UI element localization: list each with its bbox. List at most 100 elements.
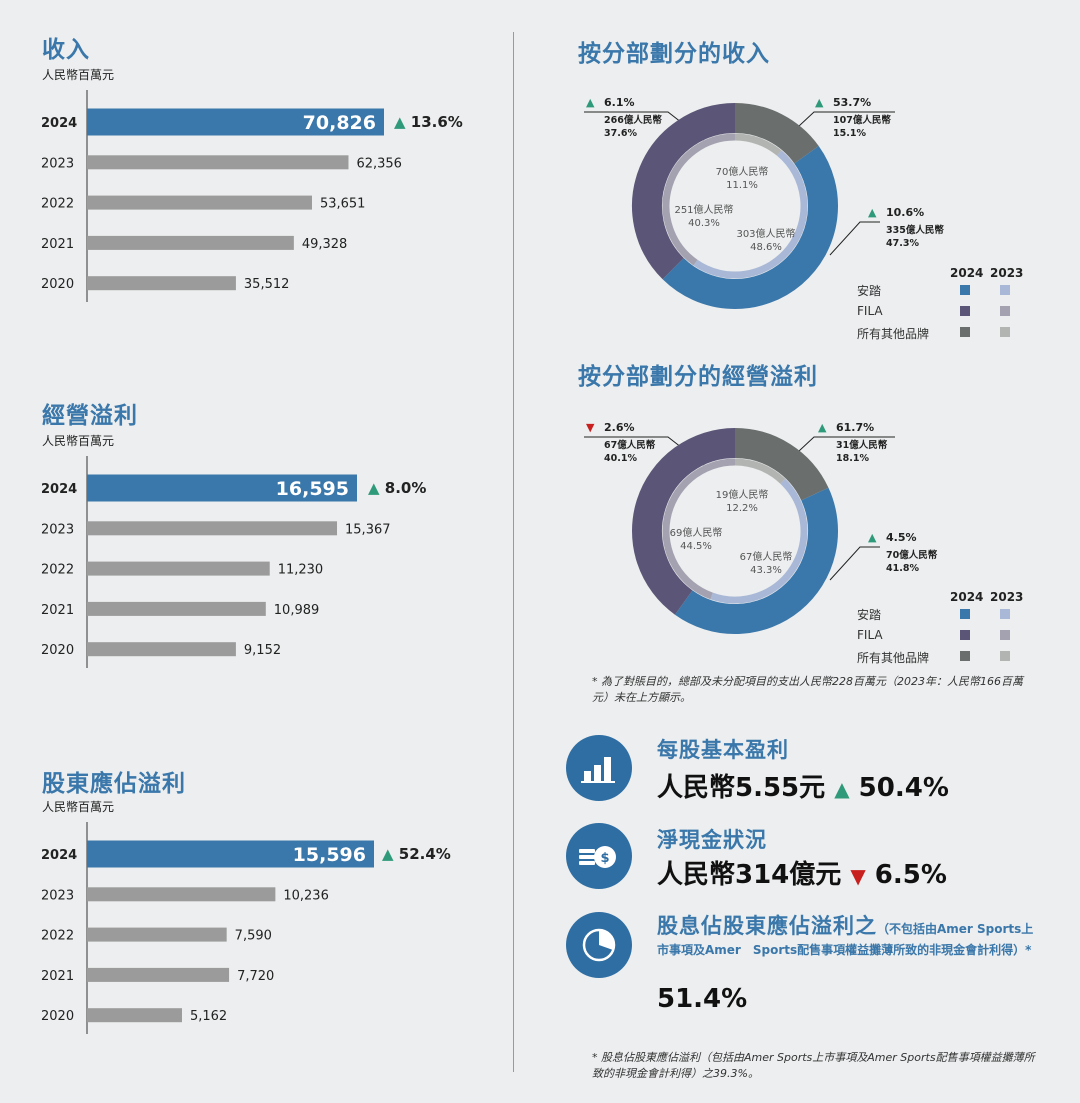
category-label: 2023 <box>41 156 74 171</box>
seg-profit-anta-change: 4.5% <box>886 531 917 544</box>
up-arrow-icon: ▲ <box>818 421 827 434</box>
swatch-anta-2023 <box>1000 285 1010 295</box>
seg-rev-inner-other-share: 11.1% <box>726 180 758 191</box>
data-label: 10,236 <box>283 888 329 903</box>
bar-2020 <box>87 1008 182 1023</box>
seg-profit-donut: ▼ 2.6% 67億人民幣 40.1% ▲ 61.7% 31億人民幣 18.1%… <box>584 421 938 634</box>
data-label: 5,162 <box>190 1009 227 1024</box>
category-label: 2020 <box>41 643 74 658</box>
bar-2024 <box>87 840 374 868</box>
category-label: 2020 <box>41 277 74 292</box>
op-profit-growth: ▲ 8.0% <box>368 479 426 497</box>
up-arrow-icon: ▲ <box>586 96 595 109</box>
swatch-other-2023 <box>1000 327 1010 337</box>
legend-year-2023: 2023 <box>990 590 1024 604</box>
seg-rev-inner-anta-amount: 303億人民幣 <box>736 227 795 240</box>
legend-year-2024: 2024 <box>950 590 984 604</box>
up-arrow-icon: ▲ <box>394 113 406 131</box>
swatch-fila-2023 <box>1000 306 1010 316</box>
bar-chart-icon <box>566 735 632 801</box>
swatch-fila-2024 <box>960 306 970 316</box>
category-label: 2020 <box>41 1009 74 1024</box>
cash-value: 人民幣314億元 <box>657 860 842 890</box>
swatch-other-2024 <box>960 651 970 661</box>
seg-profit-anta-amount: 70億人民幣 <box>886 549 938 561</box>
callout-line-anta <box>829 221 880 256</box>
up-arrow-icon: ▲ <box>368 479 380 497</box>
data-label: 53,651 <box>320 197 366 212</box>
payout-title-note: （不包括由Amer Sports上市事項及Amer Sports配售事項權益攤薄… <box>657 922 1034 957</box>
seg-rev-anta-share: 47.3% <box>886 238 919 249</box>
seg-profit-fila-amount: 67億人民幣 <box>604 439 656 451</box>
bar-2020 <box>87 276 236 291</box>
eps-value-row: 人民幣5.55元 ▲ 50.4% <box>657 767 949 804</box>
callout-line-anta <box>829 546 880 581</box>
seg-rev-inner-fila-share: 40.3% <box>688 218 720 229</box>
bar-2020 <box>87 642 236 657</box>
seg-profit-anta-share: 41.8% <box>886 563 919 574</box>
eps-change: 50.4% <box>858 773 949 803</box>
seg-profit-fila-share: 40.1% <box>604 453 637 464</box>
category-label: 2024 <box>41 116 77 131</box>
shareholder-profit-title: 股東應佔溢利 <box>42 771 186 797</box>
category-label: 2022 <box>41 929 74 944</box>
legend-other: 所有其他品牌 <box>857 651 930 665</box>
up-arrow-icon: ▲ <box>868 531 877 544</box>
swatch-other-2023 <box>1000 651 1010 661</box>
seg-rev-other-change: 53.7% <box>833 96 871 109</box>
slice-outer-other-2024 <box>734 428 829 501</box>
slice-inner-fila-2023 <box>662 133 736 266</box>
shareholder-profit-unit: 人民幣百萬元 <box>42 800 115 814</box>
seg-profit-inner-anta-amount: 67億人民幣 <box>740 550 793 563</box>
data-label: 7,590 <box>235 929 272 944</box>
seg-rev-fila-amount: 266億人民幣 <box>604 114 662 126</box>
category-label: 2022 <box>41 563 74 578</box>
seg-revenue-title: 按分部劃分的收入 <box>578 41 770 67</box>
pie-chart-icon <box>566 912 632 978</box>
payout-value: 51.4% <box>657 984 748 1014</box>
revenue-bar-chart: 2024 70,826 2023 62,356 2022 53,651 2021 49,328… <box>41 90 402 302</box>
seg-profit-title: 按分部劃分的經營溢利 <box>578 364 818 390</box>
up-arrow-icon: ▲ <box>868 206 877 219</box>
bar-2021 <box>87 967 230 982</box>
svg-text:$: $ <box>600 851 609 866</box>
op-profit-unit: 人民幣百萬元 <box>42 434 115 448</box>
data-label: 9,152 <box>244 643 281 658</box>
seg-profit-inner-fila-share: 44.5% <box>680 541 712 552</box>
seg-profit-fila-change: 2.6% <box>604 421 635 434</box>
swatch-anta-2024 <box>960 285 970 295</box>
bar-2023 <box>87 521 338 536</box>
segment-footnote: * 為了對賬目的，總部及未分配項目的支出人民幣228百萬元（2023年：人民幣1… <box>592 675 1023 704</box>
seg-profit-inner-anta-share: 43.3% <box>750 565 782 576</box>
seg-rev-fila-change: 6.1% <box>604 96 635 109</box>
payout-title: 股息佔股東應佔溢利之 <box>657 914 877 938</box>
category-label: 2021 <box>41 969 74 984</box>
payout-footnote: * 股息佔股東應佔溢利（包括由Amer Sports上市事項及Amer Spor… <box>592 1051 1035 1080</box>
swatch-fila-2024 <box>960 630 970 640</box>
slice-inner-other-2023 <box>734 458 786 484</box>
seg-rev-inner-other-amount: 70億人民幣 <box>716 165 769 178</box>
shareholder-profit-growth-value: 52.4% <box>398 845 451 863</box>
seg-rev-other-share: 15.1% <box>833 128 866 139</box>
data-label: 16,595 <box>276 478 349 500</box>
up-arrow-icon: ▲ <box>834 777 850 801</box>
slice-outer-anta-2024 <box>662 146 838 309</box>
data-label: 15,367 <box>345 522 391 537</box>
slice-outer-fila-2024 <box>632 428 736 615</box>
seg-rev-other-amount: 107億人民幣 <box>833 114 891 126</box>
bar-2022 <box>87 195 312 210</box>
swatch-anta-2024 <box>960 609 970 619</box>
legend-fila: FILA <box>857 304 883 318</box>
legend-other: 所有其他品牌 <box>857 327 930 341</box>
seg-revenue-donut: ▲ 6.1% 266億人民幣 37.6% ▲ 53.7% 107億人民幣 15.… <box>584 96 944 309</box>
seg-profit-other-share: 18.1% <box>836 453 869 464</box>
swatch-other-2024 <box>960 327 970 337</box>
bar-2022 <box>87 561 270 576</box>
category-label: 2023 <box>41 522 74 537</box>
seg-rev-fila-share: 37.6% <box>604 128 637 139</box>
bar-2023 <box>87 155 349 170</box>
swatch-anta-2023 <box>1000 609 1010 619</box>
bar-2022 <box>87 927 227 942</box>
legend-anta: 安踏 <box>857 608 882 622</box>
slice-inner-anta-2023 <box>710 478 808 604</box>
